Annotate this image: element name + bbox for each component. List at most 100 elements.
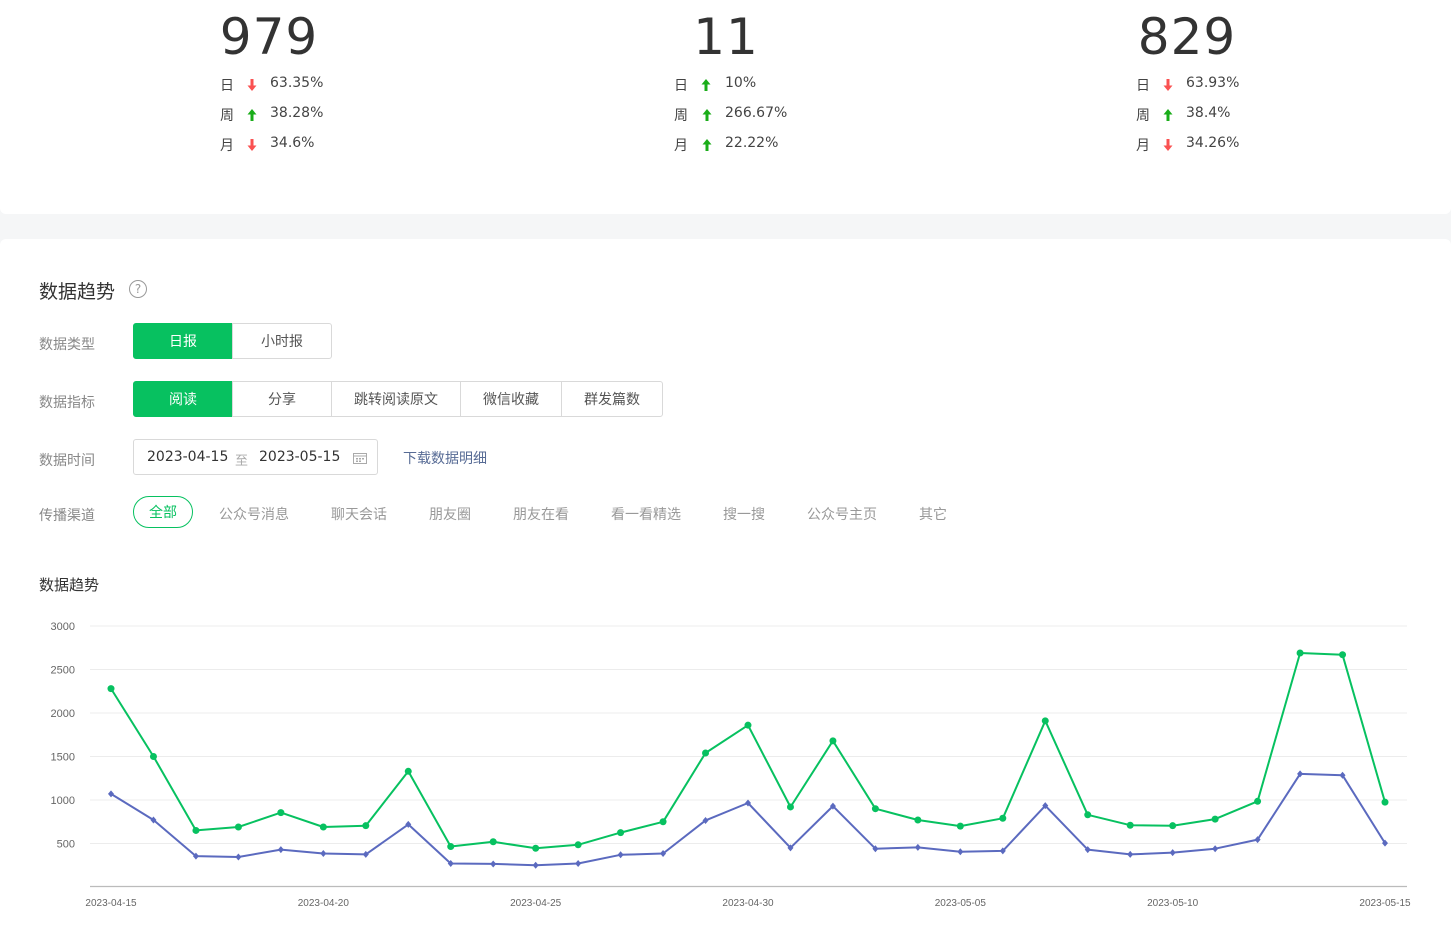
series-2-point <box>1042 802 1049 810</box>
stat-day-label: 日 <box>674 78 688 94</box>
stat-week-percent: 38.4% <box>1186 105 1231 121</box>
stat-week-label: 周 <box>674 108 688 124</box>
channel-chat[interactable]: 聊天会话 <box>331 507 387 523</box>
y-tick-label: 2500 <box>51 665 75 677</box>
series-2-point <box>235 853 242 861</box>
date-start[interactable]: 2023-04-15 <box>147 449 229 465</box>
channel-account-message[interactable]: 公众号消息 <box>219 507 289 523</box>
stat-day-percent: 63.93% <box>1186 75 1240 91</box>
series-1-point <box>1041 717 1049 725</box>
series-2-point <box>702 816 709 824</box>
stat-month-label: 月 <box>1136 138 1150 154</box>
series-2-point <box>1339 771 1346 779</box>
series-1-point <box>277 809 285 817</box>
channel-moments[interactable]: 朋友圈 <box>429 507 471 523</box>
series-1-point <box>829 737 837 745</box>
series-1-point <box>574 841 582 849</box>
stat-value: 979 <box>219 8 319 66</box>
chart-title: 数据趋势 <box>39 576 100 594</box>
series-1-point <box>914 816 922 824</box>
stat-day-percent: 10% <box>725 75 757 91</box>
channel-friends-watching[interactable]: 朋友在看 <box>513 507 569 523</box>
metric-favorite-button[interactable]: 微信收藏 <box>460 381 562 417</box>
channel-label: 传播渠道 <box>39 508 95 524</box>
arrow-down-icon <box>1163 139 1173 151</box>
series-2-point <box>957 848 964 856</box>
date-separator: 至 <box>235 454 249 469</box>
trend-line-chart: 500 1000 1500 2000 2500 3000 2023-04-15 2023-04… <box>51 621 1411 909</box>
series-1-point <box>447 843 455 851</box>
stat-week-percent: 266.67% <box>725 105 788 121</box>
stat-month-percent: 22.22% <box>725 135 779 151</box>
metric-read-button[interactable]: 阅读 <box>133 381 233 417</box>
type-hourly-button[interactable]: 小时报 <box>232 323 332 359</box>
x-tick-label: 2023-04-20 <box>298 898 350 909</box>
series-1-point <box>192 826 200 834</box>
series-2-point <box>447 860 454 868</box>
stat-month-label: 月 <box>674 138 688 154</box>
y-tick-label: 1500 <box>51 752 75 764</box>
series-1-point <box>744 721 752 729</box>
x-tick-label: 2023-05-10 <box>1147 898 1199 909</box>
series-2-point <box>575 860 582 868</box>
date-end[interactable]: 2023-05-15 <box>259 449 341 465</box>
arrow-up-icon <box>701 79 711 91</box>
channel-search[interactable]: 搜一搜 <box>723 507 765 523</box>
arrow-up-icon <box>702 109 712 121</box>
series-1-point <box>1169 822 1177 830</box>
series-2-point <box>1212 845 1219 853</box>
series-1-point <box>659 818 667 826</box>
series-1-point <box>149 753 157 760</box>
arrow-down-icon <box>1163 79 1173 91</box>
series-2-point <box>405 820 412 828</box>
time-label: 数据时间 <box>39 453 95 469</box>
series-1-point <box>617 829 625 837</box>
series-1-point <box>999 814 1007 822</box>
channel-top-stories[interactable]: 看一看精选 <box>611 507 681 523</box>
series-1-point <box>1084 811 1092 819</box>
stat-month-percent: 34.6% <box>270 135 315 151</box>
stat-week-percent: 38.28% <box>270 105 324 121</box>
calendar-icon[interactable] <box>353 452 367 464</box>
stat-day-percent: 63.35% <box>270 75 324 91</box>
series-1-point <box>1339 651 1347 659</box>
channel-other[interactable]: 其它 <box>919 507 947 523</box>
stat-week-label: 周 <box>220 108 234 124</box>
series-2-point <box>320 850 327 858</box>
series-1-point <box>1254 797 1262 805</box>
metric-mass-send-button[interactable]: 群发篇数 <box>561 381 663 417</box>
series-1-point <box>362 822 370 830</box>
stat-month-label: 月 <box>220 138 234 154</box>
series-2-point <box>1297 770 1304 778</box>
channel-account-home[interactable]: 公众号主页 <box>807 507 877 523</box>
x-tick-label: 2023-04-25 <box>510 898 562 909</box>
y-tick-label: 500 <box>57 839 75 851</box>
data-type-label: 数据类型 <box>39 337 95 353</box>
series-2-point <box>914 843 921 851</box>
stat-day-label: 日 <box>1136 78 1150 94</box>
series-2-point <box>150 816 157 824</box>
stat-value: 11 <box>693 8 759 66</box>
y-tick-label: 2000 <box>51 708 75 720</box>
series-1-point <box>1381 798 1389 806</box>
series-1-point <box>489 838 497 846</box>
download-details-link[interactable]: 下载数据明细 <box>403 451 487 467</box>
section-title: 数据趋势 <box>39 281 116 303</box>
summary-card: 979 日 63.35% 周 38.28% 月 34.6% 11 日 10% 周 266.67%… <box>0 0 1451 214</box>
series-2-point <box>872 845 879 853</box>
data-type-group: 日报 小时报 <box>133 323 332 359</box>
type-daily-button[interactable]: 日报 <box>133 323 233 359</box>
question-circle-icon[interactable]: ? <box>129 280 147 298</box>
metric-group: 阅读 分享 跳转阅读原文 微信收藏 群发篇数 <box>133 381 663 417</box>
stat-value: 829 <box>1137 8 1237 66</box>
series-2-point <box>1127 850 1134 858</box>
series-1-point <box>786 803 794 811</box>
series-2-point <box>532 861 539 869</box>
date-range-picker[interactable]: 2023-04-15 至 2023-05-15 <box>133 439 378 475</box>
metric-share-button[interactable]: 分享 <box>232 381 332 417</box>
x-tick-label: 2023-05-05 <box>935 898 987 909</box>
series-1-point <box>1211 815 1219 823</box>
series-2-point <box>1169 849 1176 857</box>
metric-original-link-button[interactable]: 跳转阅读原文 <box>331 381 461 417</box>
channel-all[interactable]: 全部 <box>133 496 193 528</box>
